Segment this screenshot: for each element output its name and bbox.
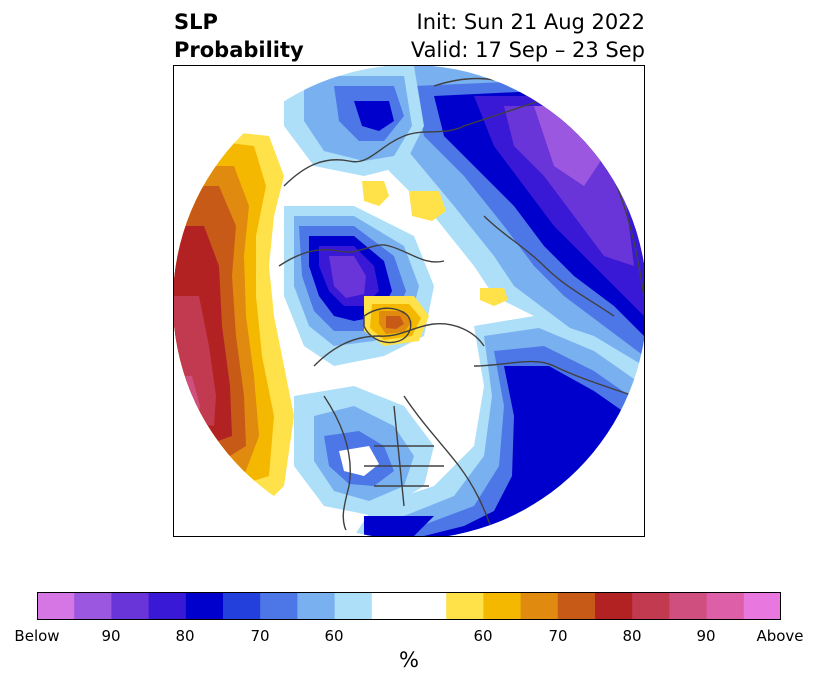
colorbar-tick-below-80: 80 <box>175 627 195 645</box>
colorbar-tick-below-60: 60 <box>324 627 344 645</box>
colorbar-swatch-below-6 <box>260 592 298 620</box>
colorbar-swatch-below-7 <box>297 592 336 620</box>
alaska-below-core <box>329 256 366 298</box>
colorbar-swatch-above-3 <box>557 592 596 620</box>
colorbar-swatch-above-1 <box>483 592 522 620</box>
colorbar-swatch-below-0 <box>37 592 75 620</box>
colorbar-swatch-above-6 <box>669 592 708 620</box>
init-date: Init: Sun 21 Aug 2022 <box>416 10 645 34</box>
colorbar-swatch-above-2 <box>520 592 559 620</box>
colorbar-swatch-below-4 <box>185 592 224 620</box>
colorbar-swatch-below-1 <box>74 592 112 620</box>
polar-map <box>174 66 644 536</box>
greenland-above-core <box>386 316 404 329</box>
colorbar-swatch-below-3 <box>148 592 187 620</box>
colorbar <box>37 592 781 620</box>
title-variable: SLP <box>174 10 218 34</box>
colorbar-tick-below-70: 70 <box>250 627 270 645</box>
colorbar-swatch-above-5 <box>632 592 670 620</box>
colorbar-swatch-neutral <box>371 592 447 620</box>
colorbar-tick-above-90: 90 <box>696 627 716 645</box>
colorbar-swatch-above-8 <box>743 592 781 620</box>
valid-range: Valid: 17 Sep – 23 Sep <box>410 38 645 62</box>
title-product: Probability <box>174 38 304 62</box>
colorbar-swatch-below-5 <box>223 592 261 620</box>
colorbar-unit: % <box>399 648 419 672</box>
title-right: Init: Sun 21 Aug 2022 Valid: 17 Sep – 23… <box>411 8 645 64</box>
title-left: SLP Probability <box>174 8 304 64</box>
colorbar-tick-above-80: 80 <box>622 627 642 645</box>
map-frame <box>173 65 645 537</box>
colorbar-tick-above-70: 70 <box>548 627 568 645</box>
colorbar-swatch-above-7 <box>706 592 745 620</box>
colorbar-tick-above: Above <box>756 627 804 645</box>
colorbar-swatch-below-2 <box>111 592 150 620</box>
colorbar-swatch-above-0 <box>446 592 484 620</box>
colorbar-tick-above-60: 60 <box>473 627 493 645</box>
colorbar-tick-below-90: 90 <box>101 627 121 645</box>
colorbar-swatch-below-8 <box>334 592 373 620</box>
colorbar-swatch-above-4 <box>595 592 633 620</box>
probability-field <box>174 66 644 536</box>
colorbar-tick-below: Below <box>14 627 60 645</box>
